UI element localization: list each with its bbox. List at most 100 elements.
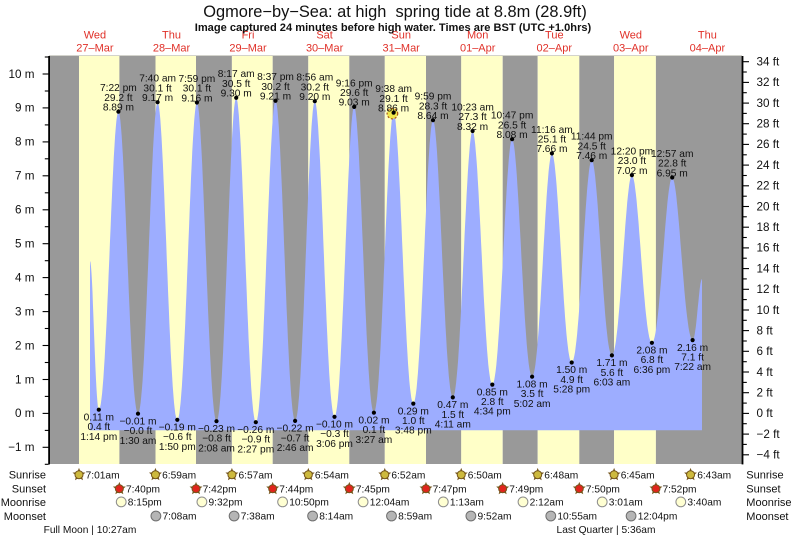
svg-text:7:01am: 7:01am: [86, 470, 120, 481]
svg-text:7:52pm: 7:52pm: [663, 484, 697, 495]
svg-text:12:04pm: 12:04pm: [638, 512, 678, 523]
svg-text:1.71 m: 1.71 m: [596, 358, 627, 369]
svg-text:0 ft: 0 ft: [757, 407, 774, 420]
svg-text:7:22 pm: 7:22 pm: [100, 83, 137, 94]
svg-text:0.29 m: 0.29 m: [398, 406, 429, 417]
svg-text:7.66 m: 7.66 m: [536, 144, 567, 155]
svg-text:8.86 m: 8.86 m: [378, 104, 409, 115]
svg-text:7:44pm: 7:44pm: [279, 484, 313, 495]
svg-text:Moonrise: Moonrise: [1, 497, 46, 509]
svg-text:8:56 am: 8:56 am: [296, 73, 333, 84]
svg-text:9:59 pm: 9:59 pm: [415, 92, 452, 103]
svg-text:Full Moon | 10:27am: Full Moon | 10:27am: [44, 525, 137, 536]
svg-text:Thu: Thu: [162, 30, 181, 42]
svg-text:28–Mar: 28–Mar: [153, 43, 191, 55]
svg-text:7:40pm: 7:40pm: [126, 484, 160, 495]
svg-text:7 m: 7 m: [15, 170, 34, 183]
svg-text:8:17 am: 8:17 am: [218, 69, 255, 80]
svg-text:10 ft: 10 ft: [757, 304, 780, 317]
svg-text:−0.6 ft: −0.6 ft: [163, 432, 192, 443]
svg-text:8.89 m: 8.89 m: [103, 103, 134, 114]
svg-text:30.1 ft: 30.1 ft: [183, 84, 211, 95]
svg-text:7:50pm: 7:50pm: [586, 484, 620, 495]
svg-text:3.5 ft: 3.5 ft: [521, 389, 544, 400]
svg-text:Sat: Sat: [316, 30, 333, 42]
svg-text:2 ft: 2 ft: [757, 387, 774, 400]
svg-text:6:36 pm: 6:36 pm: [633, 365, 670, 376]
svg-text:1.08 m: 1.08 m: [517, 379, 548, 390]
svg-text:0.1 ft: 0.1 ft: [363, 425, 386, 436]
svg-text:01–Apr: 01–Apr: [460, 43, 496, 55]
svg-text:29.6 ft: 29.6 ft: [340, 88, 368, 99]
svg-text:7:40 am: 7:40 am: [139, 74, 176, 85]
svg-text:Last Quarter | 5:36am: Last Quarter | 5:36am: [557, 525, 656, 536]
svg-text:Wed: Wed: [84, 30, 106, 42]
svg-text:4 ft: 4 ft: [757, 366, 774, 379]
svg-text:Fri: Fri: [242, 30, 255, 42]
svg-text:6:45am: 6:45am: [621, 470, 655, 481]
svg-text:Mon: Mon: [467, 30, 488, 42]
svg-text:5:28 pm: 5:28 pm: [553, 385, 590, 396]
svg-text:10 m: 10 m: [9, 68, 35, 81]
svg-text:11:44 pm: 11:44 pm: [571, 132, 613, 143]
svg-text:28.3 ft: 28.3 ft: [419, 101, 447, 112]
svg-text:30.1 ft: 30.1 ft: [143, 83, 171, 94]
svg-text:Sunrise: Sunrise: [746, 470, 783, 482]
svg-text:9:32pm: 9:32pm: [209, 498, 243, 509]
svg-text:22.8 ft: 22.8 ft: [658, 159, 686, 170]
svg-text:−2 ft: −2 ft: [757, 428, 781, 441]
svg-text:Image captured 24 minutes befo: Image captured 24 minutes before high wa…: [195, 22, 592, 34]
svg-text:6:52am: 6:52am: [391, 470, 425, 481]
svg-text:24.5 ft: 24.5 ft: [578, 141, 606, 152]
svg-text:7.1 ft: 7.1 ft: [681, 353, 704, 364]
svg-text:7:08am: 7:08am: [163, 512, 197, 523]
svg-text:8:59am: 8:59am: [398, 512, 432, 523]
svg-text:12:57 am: 12:57 am: [651, 149, 693, 160]
svg-text:−1 m: −1 m: [8, 441, 34, 454]
svg-text:3:40am: 3:40am: [687, 498, 721, 509]
svg-text:6 ft: 6 ft: [757, 345, 774, 358]
svg-text:0.85 m: 0.85 m: [477, 387, 508, 398]
svg-text:2.8 ft: 2.8 ft: [481, 397, 504, 408]
svg-text:27.3 ft: 27.3 ft: [458, 112, 486, 123]
svg-text:0.47 m: 0.47 m: [437, 400, 468, 411]
svg-text:2 m: 2 m: [15, 339, 34, 352]
svg-text:1.50 m: 1.50 m: [556, 365, 587, 376]
svg-text:Wed: Wed: [620, 30, 642, 42]
svg-text:8 m: 8 m: [15, 136, 34, 149]
svg-text:9.20 m: 9.20 m: [299, 92, 330, 103]
svg-text:4.9 ft: 4.9 ft: [560, 375, 583, 386]
svg-text:2:12am: 2:12am: [530, 498, 564, 509]
svg-text:6:57am: 6:57am: [239, 470, 273, 481]
svg-text:10:47 pm: 10:47 pm: [491, 111, 533, 122]
svg-text:7.46 m: 7.46 m: [576, 151, 607, 162]
svg-text:−0.26 m: −0.26 m: [237, 425, 274, 436]
svg-text:0 m: 0 m: [15, 407, 34, 420]
svg-text:3:01am: 3:01am: [609, 498, 643, 509]
svg-text:Moonrise: Moonrise: [746, 497, 791, 509]
svg-text:4:11 am: 4:11 am: [435, 420, 471, 431]
svg-text:−0.10 m: −0.10 m: [316, 420, 353, 431]
svg-text:−0.3 ft: −0.3 ft: [320, 429, 349, 440]
svg-text:24 ft: 24 ft: [757, 159, 780, 172]
svg-text:34 ft: 34 ft: [757, 56, 780, 69]
svg-text:2:08 am: 2:08 am: [198, 443, 235, 454]
svg-text:7:47pm: 7:47pm: [433, 484, 467, 495]
svg-text:12:20 pm: 12:20 pm: [611, 147, 653, 158]
svg-text:Sunrise: Sunrise: [9, 470, 46, 482]
svg-text:Sunset: Sunset: [746, 484, 780, 496]
svg-text:6 m: 6 m: [15, 204, 34, 217]
svg-text:1.5 ft: 1.5 ft: [441, 410, 464, 421]
svg-text:30–Mar: 30–Mar: [306, 43, 344, 55]
svg-text:8.64 m: 8.64 m: [417, 111, 448, 122]
svg-text:30 ft: 30 ft: [757, 97, 780, 110]
svg-text:4 m: 4 m: [15, 271, 34, 284]
svg-text:9.03 m: 9.03 m: [339, 98, 370, 109]
svg-text:−0.19 m: −0.19 m: [159, 423, 196, 434]
svg-text:6:03 am: 6:03 am: [593, 378, 630, 389]
svg-text:6:50am: 6:50am: [468, 470, 502, 481]
svg-text:12 ft: 12 ft: [757, 283, 780, 296]
svg-text:7:49pm: 7:49pm: [509, 484, 543, 495]
svg-text:22 ft: 22 ft: [757, 180, 780, 193]
svg-text:6:48am: 6:48am: [544, 470, 578, 481]
